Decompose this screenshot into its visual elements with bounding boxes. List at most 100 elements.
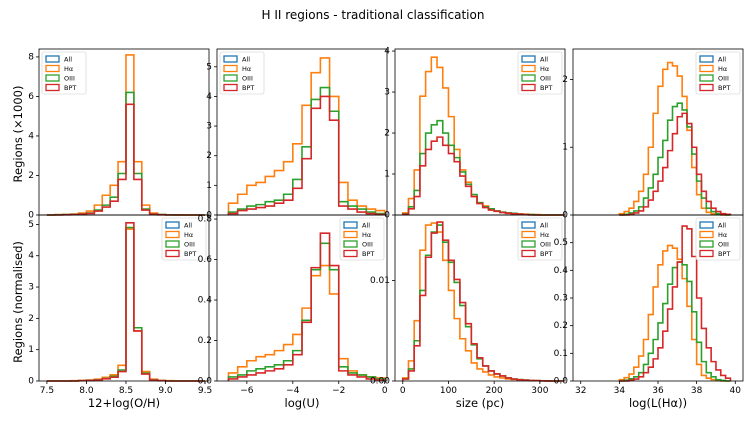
ytick-label: 1 — [562, 143, 568, 153]
legend-swatch-OIII — [699, 74, 714, 82]
axes-frame — [38, 214, 210, 382]
ylabel-top: Regions (×1000) — [11, 86, 25, 183]
legend-label-OIII: OIII — [718, 75, 729, 83]
ytick-label: 0.00 — [370, 377, 390, 387]
legend-label-Hα: Hα — [540, 65, 549, 73]
hist-series-Hα — [227, 264, 386, 381]
legend-label-BPT: BPT — [184, 250, 196, 258]
ytick-label: 0.4 — [198, 296, 213, 306]
axes-frame — [216, 214, 388, 382]
legend-label-Hα: Hα — [242, 65, 251, 73]
legend-swatch-Hα — [165, 230, 180, 239]
xaxis-label: size (pc) — [456, 396, 505, 410]
ytick-label: 1 — [384, 170, 390, 180]
legend-label-OIII: OIII — [540, 75, 551, 83]
legend-swatch-All — [343, 221, 358, 229]
legend-swatch-All — [45, 55, 60, 63]
legend-label-OIII: OIII — [540, 241, 551, 249]
ytick-label: 2 — [206, 151, 212, 161]
ytick-label: 2 — [28, 314, 34, 324]
hist-series-BPT — [46, 103, 206, 216]
hist-series-OIII — [619, 261, 731, 382]
xtick-label: 8.0 — [79, 386, 94, 396]
legend-swatch-OIII — [699, 240, 714, 248]
xaxis-label: log(L(Hα)) — [629, 396, 687, 410]
xtick-label: −6 — [240, 386, 254, 396]
ytick-label: 4 — [28, 131, 34, 141]
hist-series-OIII — [619, 102, 731, 216]
legend-swatch-All — [165, 221, 180, 229]
xtick-label: 100 — [440, 386, 457, 396]
ytick-label: 0.0 — [554, 377, 569, 387]
ylabel-bottom: Regions (normalised) — [11, 241, 25, 363]
ytick-label: 4 — [28, 251, 34, 261]
ytick-label: 0.0 — [198, 377, 213, 387]
legend-label-All: All — [540, 56, 548, 64]
legend-label-All: All — [718, 222, 726, 230]
legend-label-BPT: BPT — [718, 84, 730, 92]
xtick-label: 32 — [575, 386, 586, 396]
legend-label-BPT: BPT — [64, 84, 76, 92]
hist-series-BPT — [619, 112, 732, 216]
legend-swatch-All — [699, 221, 714, 229]
legend-swatch-BPT — [521, 249, 536, 258]
legend-swatch-BPT — [699, 249, 714, 258]
xtick-label: 8.5 — [119, 386, 133, 396]
ytick-label: 2 — [562, 75, 568, 85]
legend-label-OIII: OIII — [718, 241, 729, 249]
ytick-label: 0 — [28, 211, 34, 221]
legend-label-OIII: OIII — [242, 75, 253, 83]
xtick-label: −4 — [286, 386, 300, 396]
hist-series-BPT — [401, 221, 563, 382]
ytick-label: 6 — [28, 92, 34, 102]
legend-label-All: All — [184, 222, 192, 230]
legend-label-Hα: Hα — [718, 231, 727, 239]
legend-swatch-BPT — [343, 249, 358, 258]
legend-swatch-BPT — [165, 249, 180, 258]
ytick-label: 0.2 — [554, 321, 568, 331]
xtick-label: 34 — [614, 386, 626, 396]
ytick-label: 5 — [28, 220, 34, 230]
legend-swatch-All — [521, 55, 536, 63]
ytick-label: 2 — [384, 129, 390, 139]
ytick-label: 3 — [206, 122, 212, 132]
xaxis-label: log(U) — [285, 396, 320, 410]
xtick-label: −2 — [332, 386, 345, 396]
legend-label-All: All — [242, 56, 250, 64]
ytick-label: 0.3 — [554, 294, 568, 304]
ytick-label: 4 — [206, 92, 212, 102]
xtick-label: 0 — [400, 386, 406, 396]
xtick-label: 38 — [691, 386, 703, 396]
legend-swatch-OIII — [521, 240, 536, 248]
hist-series-Hα — [227, 57, 386, 215]
legend-swatch-BPT — [699, 83, 714, 92]
ytick-label: 0.01 — [370, 276, 390, 286]
figure-title: H II regions - traditional classificatio… — [262, 8, 485, 22]
legend-swatch-Hα — [521, 64, 536, 73]
legend-swatch-Hα — [343, 230, 358, 239]
legend-label-Hα: Hα — [184, 231, 193, 239]
legend-swatch-All — [223, 55, 238, 63]
ytick-label: 3 — [28, 283, 34, 293]
ytick-label: 0 — [28, 377, 34, 387]
ytick-label: 4 — [384, 47, 390, 57]
legend-label-All: All — [362, 222, 370, 230]
panel-1-3: 0.0 0.1 0.2 0.3 0.4 0.5 32 34 36 38 40 log(L(Hα)) Al… — [554, 214, 744, 410]
ytick-label: 0.1 — [554, 349, 568, 359]
ytick-label: 0.6 — [198, 255, 213, 265]
ytick-label: 8 — [28, 52, 34, 62]
ytick-label: 0.4 — [554, 266, 569, 276]
hist-series-BPT — [619, 225, 732, 382]
ytick-label: 5 — [206, 62, 212, 72]
legend-swatch-OIII — [165, 240, 180, 248]
legend-swatch-All — [521, 221, 536, 229]
